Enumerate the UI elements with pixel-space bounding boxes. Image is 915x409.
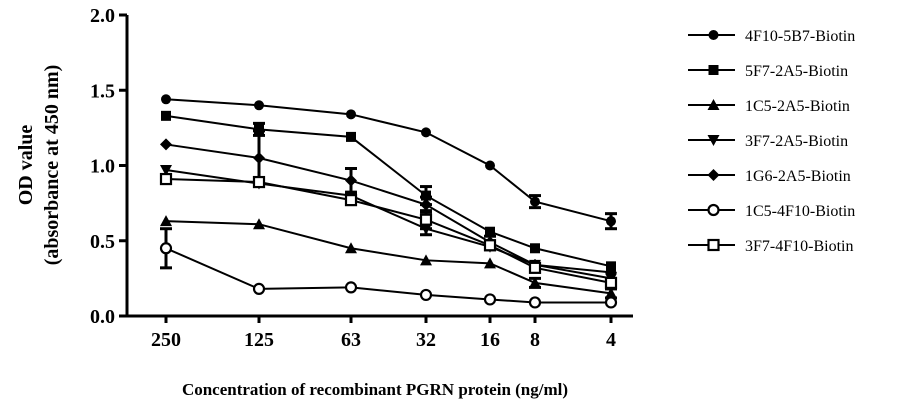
legend-item: 3F7-2A5-Biotin	[688, 133, 848, 150]
data-point	[530, 197, 540, 207]
data-point	[253, 152, 265, 164]
legend-label: 5F7-2A5-Biotin	[745, 63, 848, 80]
y-axis-label: OD value (absorbance at 450 nm)	[15, 65, 63, 266]
legend-item: 1G6-2A5-Biotin	[688, 168, 851, 185]
data-point	[161, 243, 171, 253]
data-point	[161, 174, 171, 184]
data-point	[606, 297, 616, 307]
series-line	[166, 144, 611, 272]
legend-item: 5F7-2A5-Biotin	[688, 63, 848, 80]
legend-label: 1C5-4F10-Biotin	[745, 203, 855, 220]
y-axis-label-line2: (absorbance at 450 nm)	[41, 65, 63, 266]
data-point	[161, 94, 171, 104]
legend-marker	[709, 65, 719, 75]
data-point	[254, 177, 264, 187]
legend: 4F10-5B7-Biotin 5F7-2A5-Biotin 1C5-2A5-Bio…	[688, 28, 855, 255]
legend-marker	[709, 205, 719, 215]
series-5F7-2A5-Biotin	[161, 111, 616, 272]
data-point	[254, 284, 264, 294]
data-point	[485, 294, 495, 304]
y-tick-label: 0.5	[90, 231, 115, 253]
y-tick-label: 1.5	[90, 80, 115, 102]
data-point	[606, 216, 616, 226]
data-point	[421, 127, 431, 137]
legend-marker	[709, 30, 719, 40]
legend-marker	[709, 240, 719, 250]
series-line	[166, 116, 611, 267]
x-tick-label: 32	[416, 329, 436, 351]
legend-item: 1C5-2A5-Biotin	[688, 98, 850, 115]
x-tick-label: 125	[244, 329, 274, 351]
data-point	[161, 111, 171, 121]
data-point	[421, 290, 431, 300]
data-point	[346, 195, 356, 205]
legend-label: 4F10-5B7-Biotin	[745, 28, 855, 45]
legend-marker	[708, 169, 720, 181]
series-layer	[160, 94, 617, 307]
series-4F10-5B7-Biotin	[161, 94, 617, 228]
series-line	[166, 99, 611, 221]
data-point	[485, 240, 495, 250]
data-point	[346, 132, 356, 142]
y-tick-label: 2.0	[90, 5, 115, 27]
y-tick-label: 0.0	[90, 306, 115, 328]
data-point	[345, 175, 357, 187]
legend-label: 1G6-2A5-Biotin	[745, 168, 851, 185]
x-tick-label: 250	[151, 329, 181, 351]
x-tick-label: 4	[606, 329, 616, 351]
data-point	[606, 278, 616, 288]
x-tick-label: 16	[480, 329, 500, 351]
x-tick-label: 8	[530, 329, 540, 351]
x-tick-label: 63	[341, 329, 361, 351]
data-point	[485, 161, 495, 171]
legend-label: 1C5-2A5-Biotin	[745, 98, 850, 115]
data-point	[346, 282, 356, 292]
series-line	[166, 248, 611, 302]
series-line	[166, 221, 611, 293]
legend-item: 3F7-4F10-Biotin	[688, 238, 853, 255]
data-point	[421, 215, 431, 225]
data-point	[530, 243, 540, 253]
legend-item: 1C5-4F10-Biotin	[688, 203, 855, 220]
data-point	[530, 297, 540, 307]
legend-label: 3F7-4F10-Biotin	[745, 238, 853, 255]
data-point	[160, 138, 172, 150]
legend-item: 4F10-5B7-Biotin	[688, 28, 855, 45]
x-axis-label: Concentration of recombinant PGRN protei…	[182, 380, 568, 399]
series-3F7-4F10-Biotin	[161, 174, 616, 288]
y-tick-label: 1.0	[90, 156, 115, 178]
data-point	[346, 109, 356, 119]
legend-label: 3F7-2A5-Biotin	[745, 133, 848, 150]
series-1C5-2A5-Biotin	[160, 215, 617, 298]
data-point	[254, 100, 264, 110]
y-axis-label-line1: OD value	[15, 125, 37, 206]
data-point	[530, 263, 540, 273]
